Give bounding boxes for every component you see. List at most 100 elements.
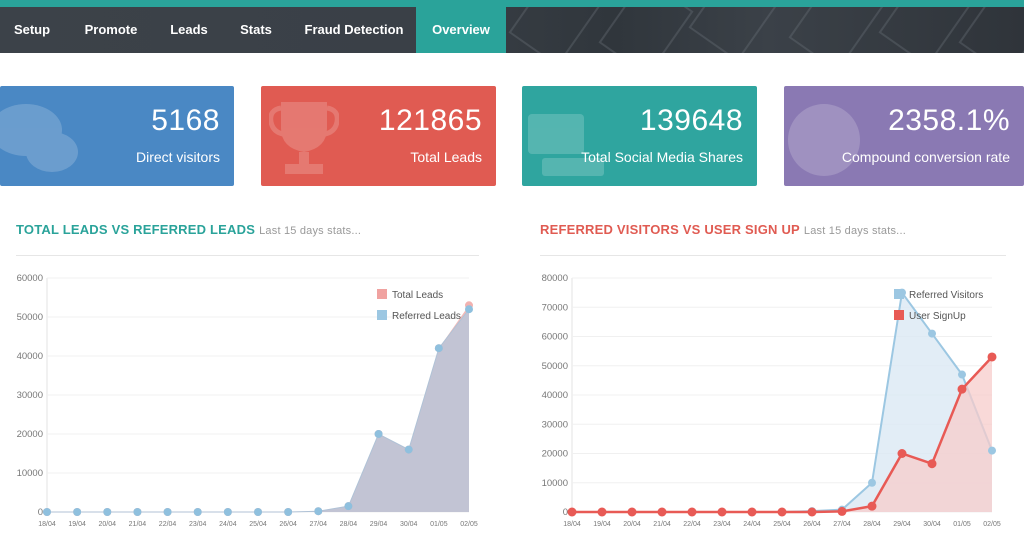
right-section-title: REFERRED VISITORS VS USER SIGN UP: [540, 222, 800, 237]
x-tick-label: 21/04: [653, 521, 671, 528]
data-point: [627, 507, 637, 517]
share-icon: [528, 114, 604, 176]
data-point: [404, 445, 413, 454]
chat-bubbles-icon: [0, 104, 78, 172]
y-tick-label: 20000: [17, 429, 43, 440]
y-tick-label: 70000: [542, 302, 568, 313]
data-point: [958, 370, 966, 379]
x-tick-label: 18/04: [38, 521, 56, 528]
data-point: [927, 459, 937, 469]
x-tick-label: 28/04: [863, 521, 881, 528]
x-tick-label: 29/04: [370, 521, 388, 528]
x-tick-label: 22/04: [159, 521, 177, 528]
x-tick-label: 26/04: [279, 521, 297, 528]
y-tick-label: 50000: [542, 361, 568, 372]
x-tick-label: 30/04: [400, 521, 418, 528]
left-section-heading: TOTAL LEADS VS REFERRED LEADS Last 15 day…: [16, 222, 361, 237]
data-point: [567, 507, 577, 517]
data-point: [314, 507, 323, 516]
legend-label: Referred Leads: [392, 311, 461, 322]
data-point: [133, 508, 142, 516]
referred-visitors-vs-signup-chart: 0 10000 20000 30000 40000 50000 60000 70000 8000…: [542, 273, 1001, 528]
total-leads-label: Total Leads: [410, 149, 482, 165]
total-leads-value: 121865: [378, 104, 482, 137]
left-section-subtitle: Last 15 days stats...: [259, 225, 362, 237]
data-point: [284, 508, 293, 516]
x-tick-label: 26/04: [803, 521, 821, 528]
legend-label: Total Leads: [392, 290, 443, 301]
data-point: [465, 305, 473, 314]
x-tick-label: 18/04: [563, 521, 581, 528]
data-point: [103, 508, 112, 516]
direct-visitors-label: Direct visitors: [135, 149, 220, 165]
data-point: [988, 446, 996, 455]
conversion-rate-value: 2358.1%: [888, 104, 1010, 137]
stat-card-direct-visitors: 5168 Direct visitors: [0, 86, 234, 186]
data-point: [928, 329, 936, 338]
x-tick-label: 25/04: [773, 521, 791, 528]
data-point: [43, 508, 51, 516]
x-tick-label: 29/04: [893, 521, 911, 528]
legend-swatch: [377, 289, 387, 299]
x-tick-label: 27/04: [833, 521, 851, 528]
chart-legend: Referred Visitors User SignUp: [894, 289, 983, 322]
data-point: [374, 430, 383, 438]
legend-label: User SignUp: [909, 311, 966, 322]
y-tick-label: 40000: [542, 390, 568, 401]
y-tick-label: 20000: [542, 449, 568, 460]
x-tick-label: 23/04: [713, 521, 731, 528]
data-point: [223, 508, 232, 516]
y-tick-label: 30000: [17, 390, 43, 401]
tab-overview[interactable]: Overview: [416, 7, 506, 53]
tab-promote[interactable]: Promote: [84, 22, 138, 37]
tab-leads[interactable]: Leads: [170, 22, 208, 37]
tab-fraud-detection[interactable]: Fraud Detection: [304, 22, 404, 37]
x-tick-label: 28/04: [340, 521, 358, 528]
chart-legend: Total Leads Referred Leads: [377, 289, 461, 322]
data-point: [867, 501, 877, 511]
y-tick-label: 30000: [542, 419, 568, 430]
y-tick-label: 10000: [542, 478, 568, 489]
legend-swatch: [894, 289, 904, 299]
x-tick-label: 21/04: [129, 521, 147, 528]
right-section-heading: REFERRED VISITORS VS USER SIGN UP Last 15…: [540, 222, 906, 237]
y-tick-label: 50000: [17, 312, 43, 323]
left-divider: [16, 255, 479, 256]
y-tick-label: 60000: [542, 332, 568, 343]
social-shares-value: 139648: [639, 104, 743, 137]
x-tick-label: 02/05: [460, 521, 478, 528]
right-divider: [540, 255, 1006, 256]
x-tick-label: 19/04: [593, 521, 611, 528]
legend-label: Referred Visitors: [909, 290, 983, 301]
x-tick-label: 01/05: [953, 521, 971, 528]
x-tick-label: 20/04: [623, 521, 641, 528]
x-tick-label: 25/04: [249, 521, 267, 528]
data-point: [254, 508, 262, 516]
data-point: [163, 508, 172, 516]
x-tick-label: 20/04: [99, 521, 117, 528]
series-area: [572, 292, 992, 512]
data-point: [807, 507, 817, 517]
x-tick-label: 22/04: [683, 521, 701, 528]
data-point: [868, 478, 876, 487]
series-area: [47, 309, 469, 512]
x-tick-label: 24/04: [743, 521, 761, 528]
x-tick-label: 27/04: [310, 521, 328, 528]
globe-icon: [788, 104, 860, 176]
y-tick-label: 40000: [17, 351, 43, 362]
conversion-rate-label: Compound conversion rate: [841, 149, 1010, 165]
total-vs-referred-leads-chart: 0 10000 20000 30000 40000 50000 60000 18/04 19/0…: [17, 273, 478, 528]
data-point: [657, 507, 667, 517]
y-tick-label: 10000: [17, 468, 43, 479]
tab-stats[interactable]: Stats: [240, 22, 272, 37]
x-tick-label: 30/04: [923, 521, 941, 528]
x-tick-label: 24/04: [219, 521, 237, 528]
x-tick-label: 02/05: [983, 521, 1001, 528]
data-point: [717, 507, 727, 517]
data-point: [897, 449, 907, 458]
stat-card-conversion-rate: 2358.1% Compound conversion rate: [784, 86, 1024, 186]
data-point: [747, 507, 757, 517]
data-point: [777, 507, 787, 517]
tab-setup[interactable]: Setup: [13, 22, 51, 37]
x-tick-label: 23/04: [189, 521, 207, 528]
